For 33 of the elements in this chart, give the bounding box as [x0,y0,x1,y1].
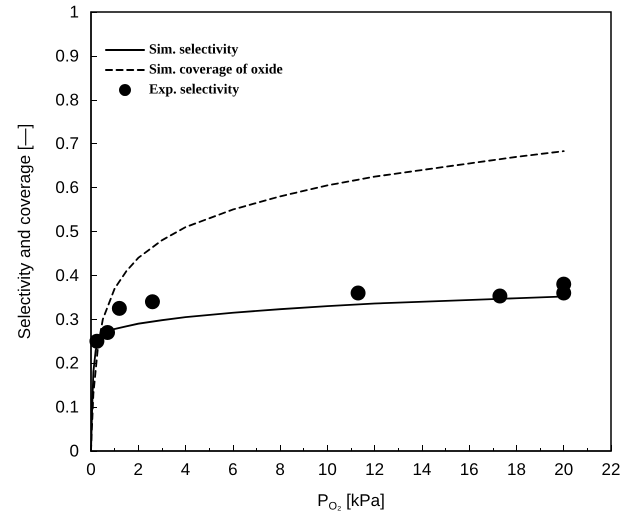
x-tick-label: 16 [460,460,479,479]
y-tick-label: 0.3 [55,310,79,329]
x-tick-label: 22 [602,460,620,479]
y-tick-label: 0 [70,442,79,460]
point [100,324,116,340]
x-tick-label: 6 [228,460,238,479]
legend-label: Sim. coverage of oxide [149,62,283,78]
point [112,300,127,316]
x-tick-label: 2 [134,460,144,479]
x-tick-label: 20 [554,460,574,479]
x-tick-label: 14 [412,460,432,479]
x-tick-label: 18 [506,460,526,479]
y-tick-label: 1 [70,2,79,22]
point [144,294,160,310]
y-tick-label: 0.4 [55,266,79,285]
y-tick-label: 0.6 [55,178,79,198]
point [492,288,508,304]
x-tick-label: 8 [275,460,285,479]
legend-label: Exp. selectivity [149,82,240,98]
point [89,334,104,349]
x-tick-label: 10 [318,460,337,479]
y-axis-title: Selectivity and coverage [—] [15,124,34,340]
x-tick-label: 0 [86,460,96,479]
y-tick-label: 0.7 [55,134,79,154]
y-tick-label: 0.8 [55,90,79,110]
y-tick-label: 0.5 [55,222,79,241]
point [350,285,366,300]
y-tick-label: 0.9 [55,46,79,66]
y-tick-label: 0.1 [55,398,79,417]
x-tick-label: 4 [180,460,190,479]
legend-label: Sim. selectivity [149,42,238,58]
y-tick-label: 0.2 [55,354,79,373]
x-tick-label: 12 [365,460,384,479]
